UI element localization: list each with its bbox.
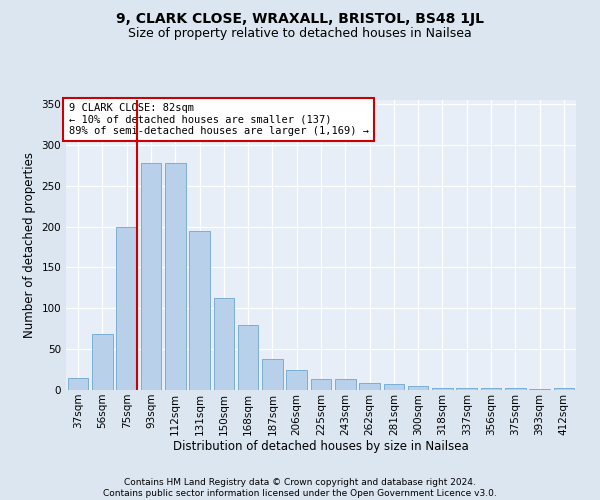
Bar xyxy=(214,298,234,390)
Text: Size of property relative to detached houses in Nailsea: Size of property relative to detached ho… xyxy=(128,28,472,40)
Bar xyxy=(383,384,404,390)
Text: 9, CLARK CLOSE, WRAXALL, BRISTOL, BS48 1JL: 9, CLARK CLOSE, WRAXALL, BRISTOL, BS48 1… xyxy=(116,12,484,26)
Bar xyxy=(457,388,477,390)
Bar xyxy=(189,230,210,390)
Bar xyxy=(238,326,259,390)
Bar xyxy=(262,359,283,390)
Bar xyxy=(408,386,428,390)
Y-axis label: Number of detached properties: Number of detached properties xyxy=(23,152,36,338)
Bar xyxy=(359,384,380,390)
Bar xyxy=(116,226,137,390)
Bar xyxy=(92,334,113,390)
Bar xyxy=(554,388,574,390)
Bar xyxy=(286,370,307,390)
Bar xyxy=(68,378,88,390)
Bar xyxy=(505,388,526,390)
Bar xyxy=(140,163,161,390)
Bar xyxy=(311,380,331,390)
Bar xyxy=(335,380,356,390)
Text: 9 CLARK CLOSE: 82sqm
← 10% of detached houses are smaller (137)
89% of semi-deta: 9 CLARK CLOSE: 82sqm ← 10% of detached h… xyxy=(68,103,368,136)
X-axis label: Distribution of detached houses by size in Nailsea: Distribution of detached houses by size … xyxy=(173,440,469,454)
Bar xyxy=(432,388,453,390)
Bar xyxy=(165,163,185,390)
Bar xyxy=(481,388,502,390)
Bar xyxy=(529,389,550,390)
Text: Contains HM Land Registry data © Crown copyright and database right 2024.
Contai: Contains HM Land Registry data © Crown c… xyxy=(103,478,497,498)
